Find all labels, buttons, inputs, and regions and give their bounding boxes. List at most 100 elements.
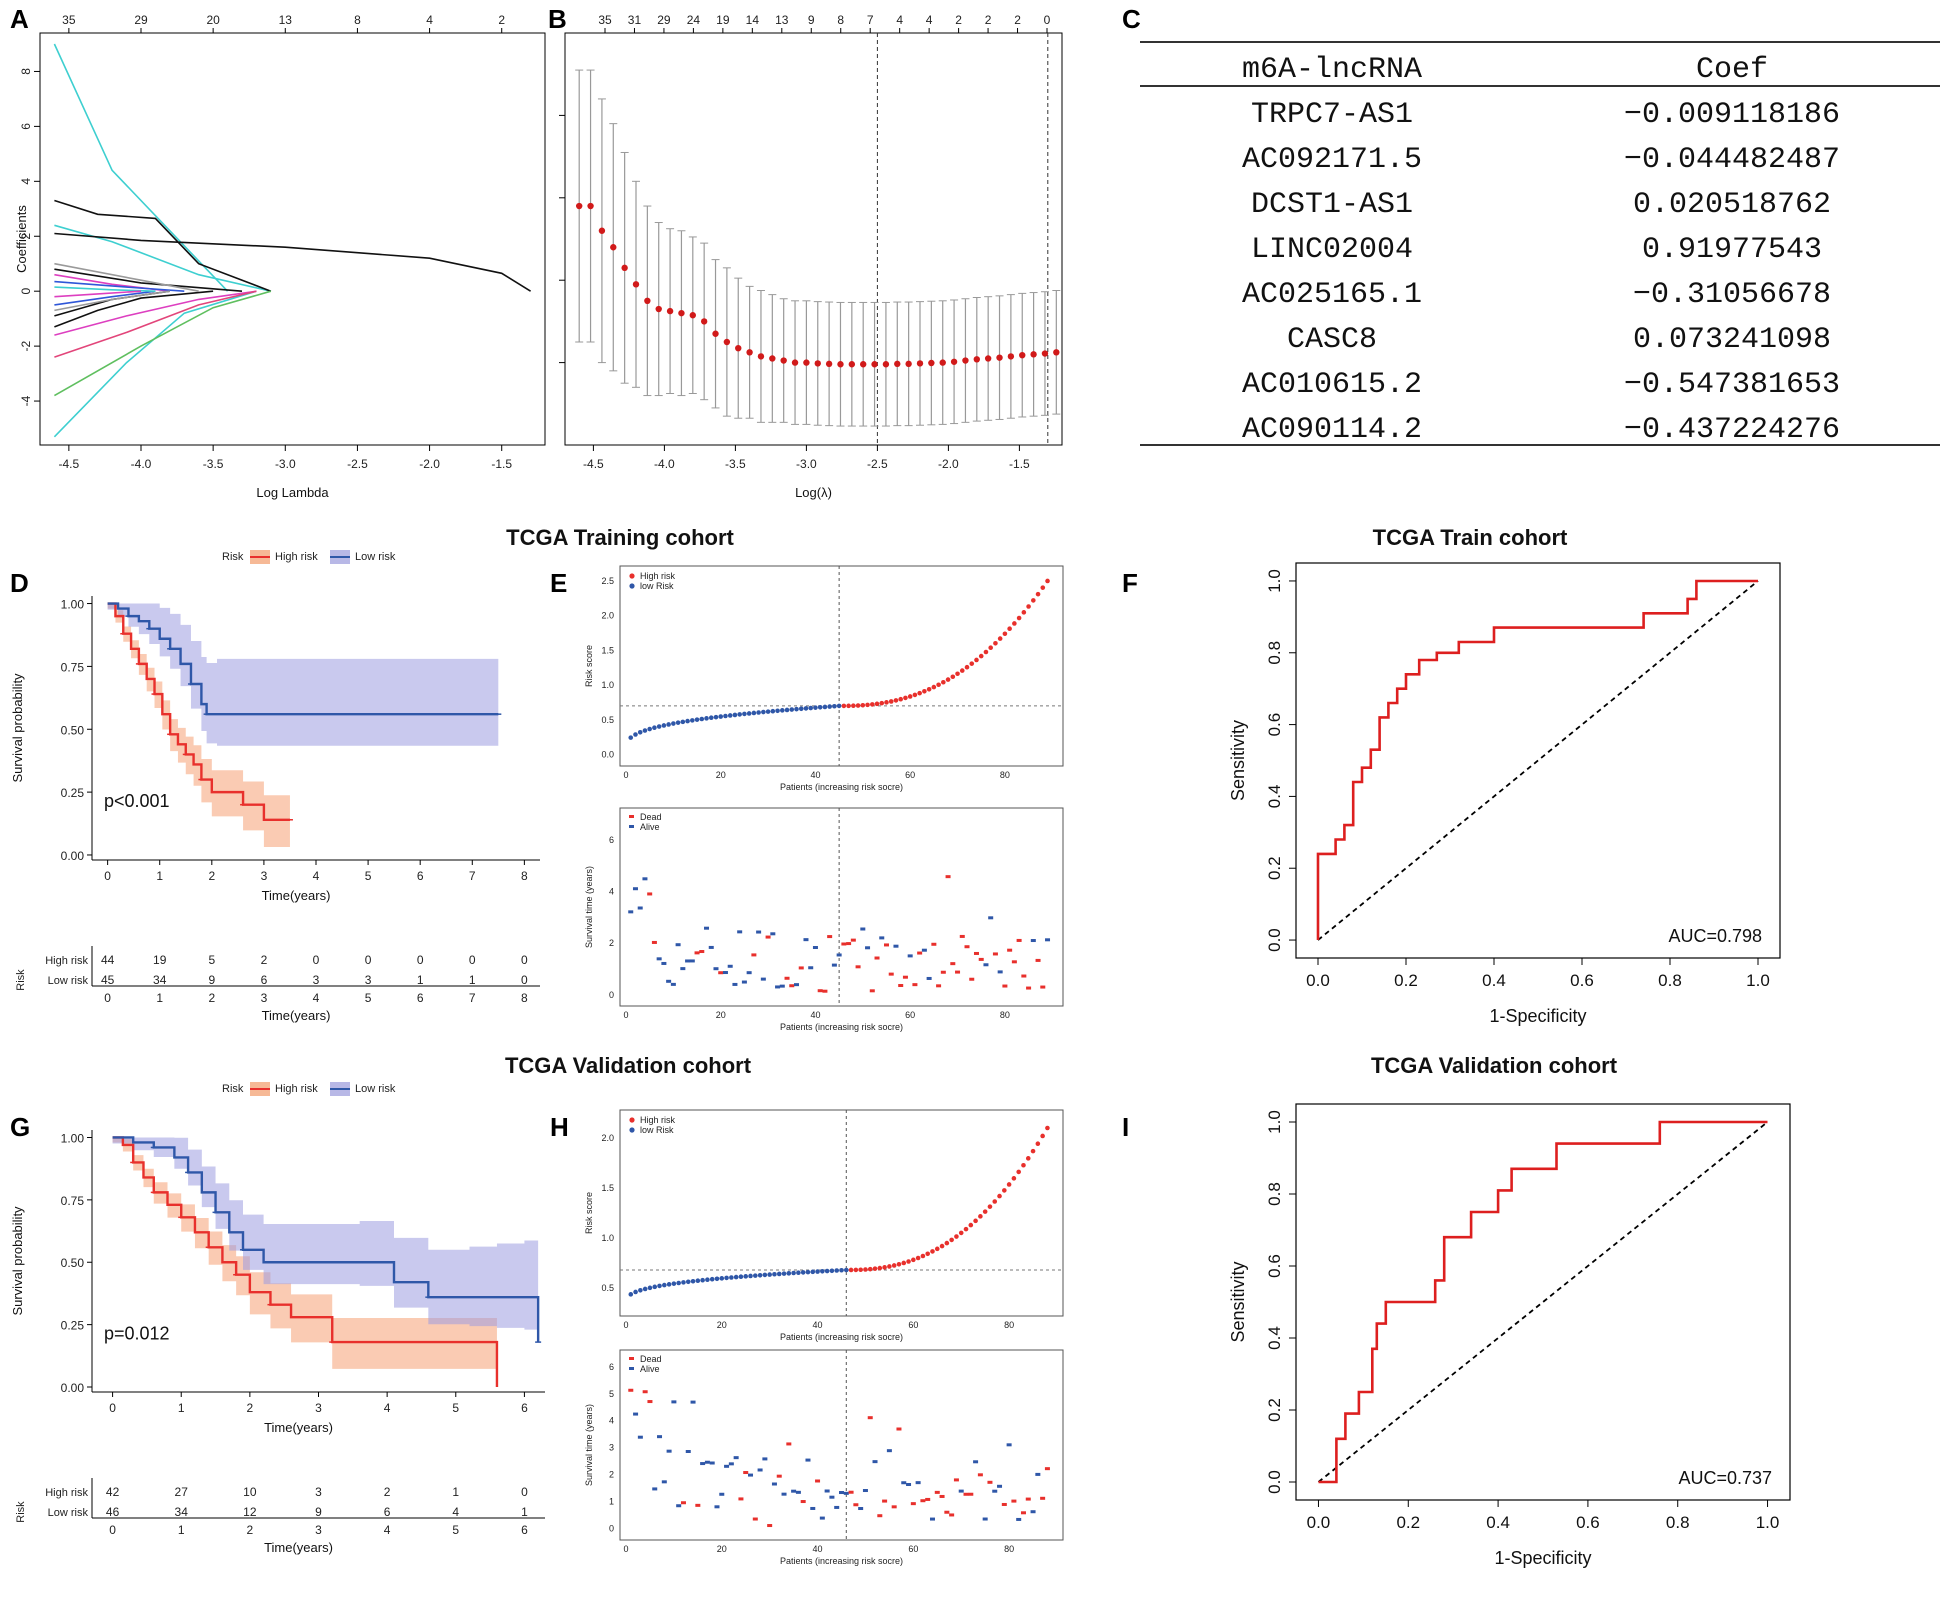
risk-x-tick-label: 80	[1000, 770, 1010, 780]
risk-point	[772, 1271, 777, 1277]
x-tick-label: 1.0	[1756, 1513, 1780, 1532]
roc-curve	[1318, 1120, 1768, 1484]
status-point-dead	[978, 957, 984, 961]
table-cell-coef: −0.009118186	[1624, 98, 1840, 132]
risk-x-axis-label: Patients (increasing risk socre)	[780, 782, 903, 792]
risk-y-tick-label: 2.0	[601, 611, 614, 621]
legend-label-low: Low risk	[355, 1083, 396, 1095]
risk-x-tick-label: 0	[109, 1523, 116, 1537]
cv-point	[746, 349, 753, 356]
legend-dot-high	[629, 573, 635, 579]
risk-point	[690, 718, 695, 723]
status-x-tick-label: 20	[717, 1544, 727, 1554]
risk-point	[978, 653, 984, 659]
risk-x-tick-label: 3	[315, 1523, 322, 1537]
risk-count: 3	[313, 973, 320, 987]
status-point-dead	[964, 945, 970, 949]
status-point-dead	[955, 970, 961, 974]
legend-label-low: low Risk	[640, 1125, 674, 1135]
table-cell-gene: DCST1-AS1	[1251, 188, 1413, 222]
risk-point	[705, 1277, 710, 1283]
y-tick-label: 0.2	[1265, 1398, 1284, 1422]
legend-mark-alive	[629, 1367, 634, 1370]
risk-point	[992, 1199, 998, 1204]
risk-point	[846, 703, 851, 709]
risk-x-tick-label: 1	[156, 991, 163, 1005]
status-point-alive	[632, 887, 638, 891]
status-point-alive	[670, 982, 676, 986]
risk-point	[1045, 1125, 1050, 1131]
status-point-alive	[661, 1480, 667, 1484]
legend-label-high: High risk	[275, 1083, 318, 1095]
x-tick-label: 3	[315, 1401, 322, 1415]
status-point-alive	[839, 1491, 844, 1495]
risk-count: 1	[452, 1485, 459, 1499]
risk-point	[898, 696, 904, 702]
y-tick-label: 0.8	[1265, 641, 1284, 665]
status-point-alive	[732, 982, 738, 986]
risk-point	[874, 701, 880, 707]
risk-y-tick-label: 1.5	[601, 1183, 614, 1193]
table-cell-coef: −0.547381653	[1624, 368, 1840, 402]
risk-point	[800, 1270, 806, 1275]
ci-band-low	[112, 1137, 539, 1377]
y-tick-label: 0.0	[1265, 1470, 1284, 1494]
risk-point	[949, 1237, 954, 1243]
coefficient-path	[53, 43, 229, 292]
risk-point	[1021, 610, 1027, 615]
cv-point	[735, 344, 742, 352]
status-point-dead	[959, 934, 965, 938]
status-point-dead	[963, 1492, 969, 1496]
status-point-alive	[709, 1461, 715, 1465]
risk-point	[925, 1251, 930, 1257]
x-tick-label: 7	[469, 869, 476, 883]
risk-x-tick-label: 20	[717, 1320, 727, 1330]
status-point-alive	[657, 1435, 663, 1439]
risk-x-tick-label: 3	[261, 991, 268, 1005]
y-tick-label: 0	[19, 288, 33, 295]
legend-title: Risk	[222, 1083, 244, 1095]
survival-curve-low	[112, 1136, 540, 1343]
x-tick-label: -4.0	[654, 457, 675, 471]
risk-point	[931, 684, 937, 690]
cv-point	[871, 361, 878, 368]
risk-x-axis-label: Time(years)	[264, 1540, 333, 1555]
x-tick-label: 8	[521, 869, 528, 883]
status-point-dead	[647, 1400, 653, 1404]
risk-point	[839, 1267, 844, 1273]
risk-y-axis-label: Risk score	[584, 645, 594, 687]
risk-point	[888, 699, 894, 704]
x-axis-label: 1-Specificity	[1489, 1006, 1586, 1026]
risk-point	[746, 711, 752, 716]
risk-count: 12	[243, 1505, 257, 1519]
risk-point	[865, 702, 870, 708]
status-point-alive	[770, 932, 776, 936]
risk-point	[827, 704, 832, 709]
status-point-dead	[853, 1503, 859, 1507]
x-tick-label: -2.0	[938, 457, 959, 471]
status-point-dead	[800, 1500, 806, 1504]
y-tick-label: 0.6	[1265, 1254, 1284, 1278]
table-cell-coef: −0.437224276	[1624, 413, 1840, 447]
risk-point	[1002, 631, 1008, 637]
risk-point	[729, 1275, 734, 1280]
risk-point	[939, 1243, 945, 1249]
risk-point	[671, 721, 676, 726]
x-tick-label: 0.2	[1396, 1513, 1420, 1532]
survival-curve-high	[112, 1136, 499, 1388]
y-tick-label: 2	[19, 233, 33, 240]
table-cell-gene: CASC8	[1287, 323, 1377, 357]
cv-point	[1041, 350, 1049, 357]
risk-x-tick-label: 60	[908, 1320, 918, 1330]
status-point-alive	[637, 1435, 643, 1439]
status-point-dead	[651, 940, 657, 944]
status-point-dead	[936, 984, 942, 988]
legend-label-low: low Risk	[640, 581, 674, 591]
top-tick-label: 2	[985, 13, 992, 27]
coefficient-path	[54, 224, 272, 292]
auc-label: AUC=0.798	[1668, 926, 1762, 946]
top-tick-label: 29	[134, 13, 148, 27]
status-y-axis-label: Survival time (years)	[584, 866, 594, 948]
x-tick-label: 1.0	[1746, 971, 1770, 990]
risk-point	[860, 702, 866, 708]
